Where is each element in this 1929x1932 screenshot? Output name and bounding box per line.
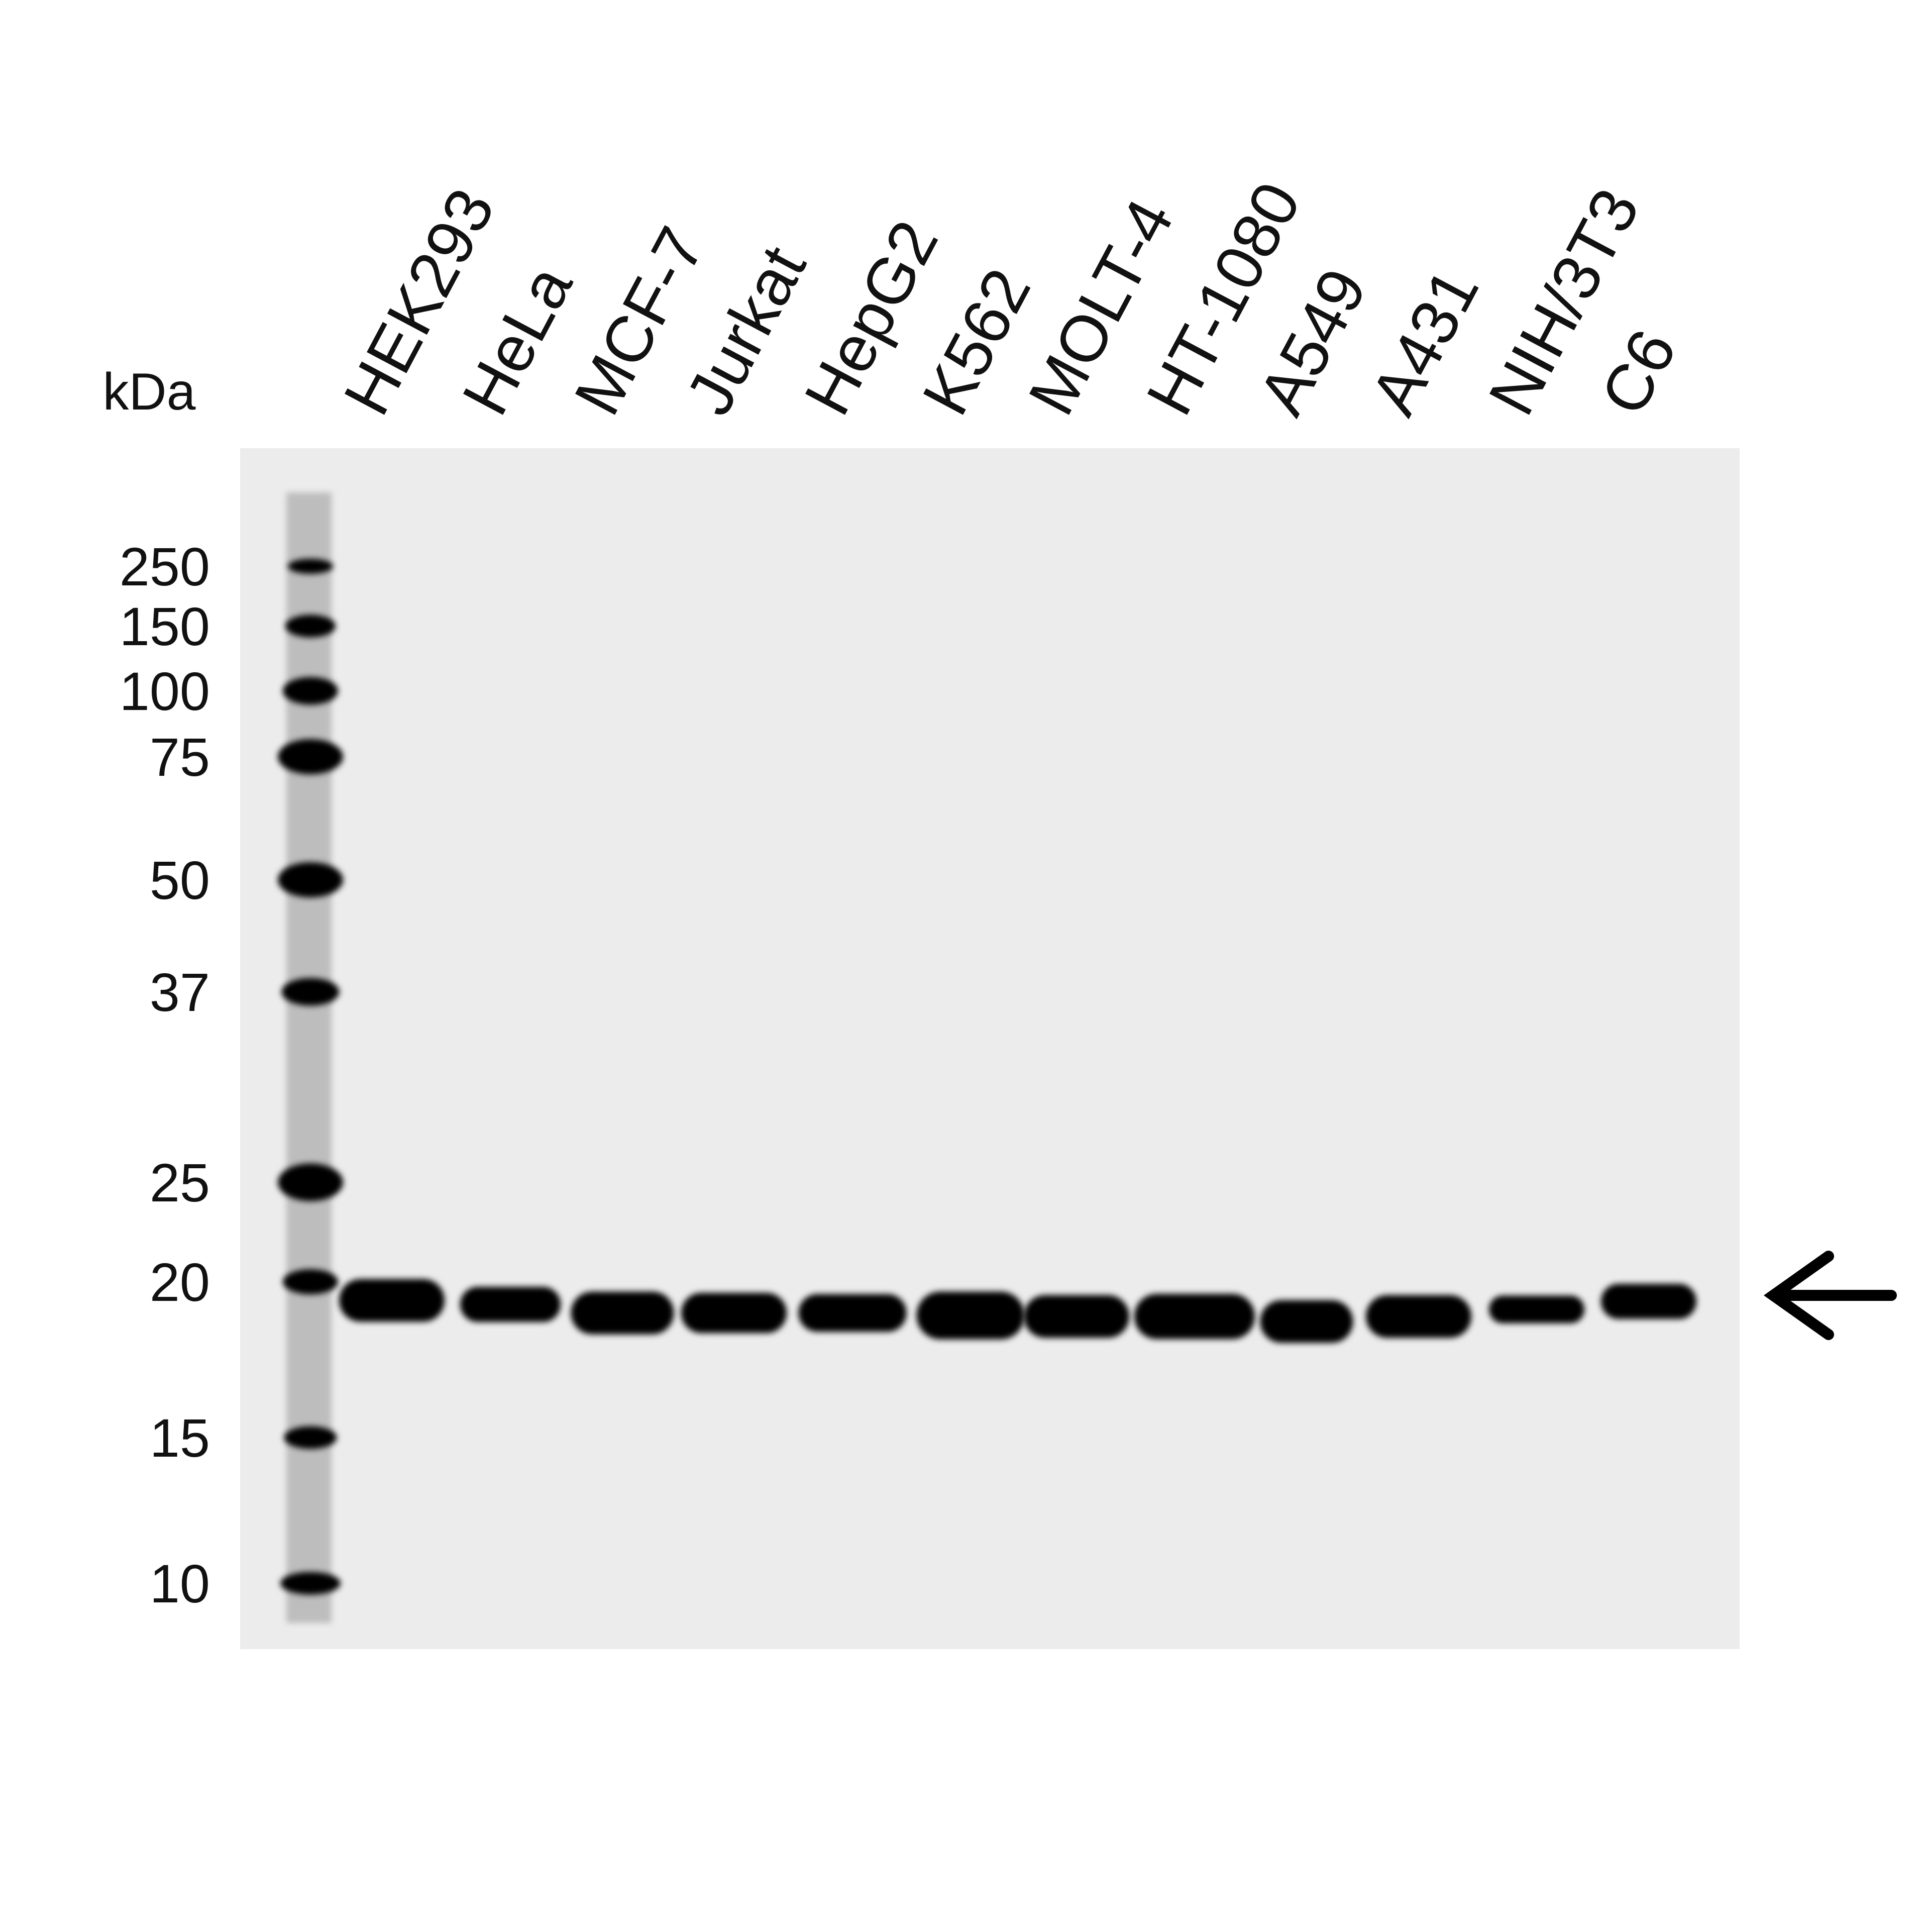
ladder-band xyxy=(280,1572,341,1595)
marker-label: 15 xyxy=(150,1407,210,1468)
marker-label: 37 xyxy=(150,962,210,1023)
arrow xyxy=(1763,1251,1897,1340)
ladder-band xyxy=(278,862,343,897)
band xyxy=(460,1287,561,1322)
band xyxy=(1024,1295,1129,1338)
marker-label: 150 xyxy=(120,596,210,657)
ladder-band xyxy=(283,1269,338,1294)
bands xyxy=(339,1279,1696,1343)
marker-label: 100 xyxy=(120,661,210,722)
ladder-band xyxy=(278,1163,343,1201)
ladder-band xyxy=(278,739,343,774)
band xyxy=(1134,1294,1255,1339)
band xyxy=(339,1279,445,1322)
marker-label: 20 xyxy=(150,1252,210,1312)
marker-label: 50 xyxy=(150,850,210,910)
ladder-band xyxy=(281,978,340,1006)
ladder-band xyxy=(288,559,333,574)
band xyxy=(1489,1295,1584,1324)
band xyxy=(681,1293,787,1333)
marker-label: 250 xyxy=(120,536,210,597)
band xyxy=(1366,1295,1471,1338)
marker-label: 10 xyxy=(150,1553,210,1614)
ladder-band xyxy=(284,1426,337,1449)
lane-labels: HEK293HeLaMCF-7JurkatHepG2K562MOLT-4HT-1… xyxy=(330,170,1690,426)
ladder-band xyxy=(285,615,336,638)
marker-label: 25 xyxy=(150,1152,210,1213)
membrane xyxy=(240,448,1740,1649)
lane-label: C6 xyxy=(1586,318,1690,426)
band xyxy=(798,1294,907,1332)
arrow-head xyxy=(1763,1251,1834,1340)
ladder xyxy=(278,492,343,1623)
band xyxy=(916,1291,1025,1340)
ladder-band xyxy=(283,677,338,705)
ladder-smear xyxy=(286,492,332,1623)
unit-label: kDa xyxy=(103,363,196,421)
band xyxy=(1260,1300,1353,1343)
band xyxy=(1601,1284,1696,1319)
marker-label: 75 xyxy=(150,727,210,787)
lane-label: A431 xyxy=(1356,257,1492,427)
band xyxy=(571,1291,674,1335)
